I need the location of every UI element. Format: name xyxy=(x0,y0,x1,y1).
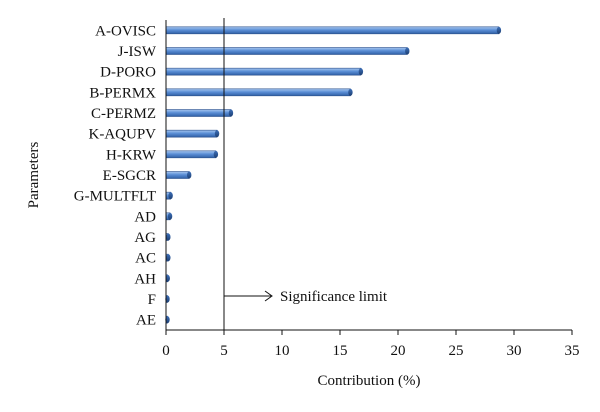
bar-cap-ad xyxy=(167,212,173,220)
x-axis-title: Contribution (%) xyxy=(318,373,421,389)
bar-cap-g-multflt xyxy=(168,192,173,200)
category-label: D-PORO xyxy=(100,65,156,81)
x-tick-label: 20 xyxy=(391,343,406,359)
x-tick-label: 25 xyxy=(449,343,464,359)
bar-cap-a-ovisc xyxy=(496,26,502,34)
bar-c-permz xyxy=(165,109,232,117)
x-tick-label: 10 xyxy=(275,343,290,359)
category-label: A-OVISC xyxy=(95,23,156,39)
bar-cap-ac xyxy=(166,254,171,262)
x-tick-label: 5 xyxy=(220,343,228,359)
bar-cap-e-sgcr xyxy=(187,171,192,179)
x-tick-label: 30 xyxy=(507,343,522,359)
category-label: AH xyxy=(134,271,156,287)
bar-e-sgcr xyxy=(165,171,190,179)
bar-h-krw xyxy=(165,150,217,159)
x-tick-label: 15 xyxy=(333,343,348,359)
y-axis-title: Parameters xyxy=(26,142,42,209)
category-label: B-PERMX xyxy=(89,85,156,101)
bar-cap-ag xyxy=(166,233,171,241)
bar-cap-k-aqupv xyxy=(214,130,220,138)
significance-arrow-head xyxy=(264,290,273,302)
category-label: E-SGCR xyxy=(103,168,156,184)
bar-d-poro xyxy=(165,67,362,76)
category-label: H-KRW xyxy=(106,147,157,163)
significance-limit-label: Significance limit xyxy=(280,289,388,305)
bar-cap-d-poro xyxy=(358,68,364,76)
category-label: AE xyxy=(136,313,156,329)
bar-j-isw xyxy=(165,47,408,55)
bar-a-ovisc xyxy=(165,26,500,35)
category-label: C-PERMZ xyxy=(91,106,156,122)
category-label: F xyxy=(148,292,156,308)
category-label: K-AQUPV xyxy=(89,127,157,143)
category-labels: A-OVISC J-ISW D-PORO B-PERMX C-PERMZ K-AQUPV H… xyxy=(74,23,157,328)
category-label: G-MULTFLT xyxy=(74,189,156,205)
category-label: AG xyxy=(134,230,156,246)
bar-b-permx xyxy=(165,88,351,97)
x-tick-label: 35 xyxy=(565,343,580,359)
bar-cap-j-isw xyxy=(405,47,410,55)
category-label: AD xyxy=(134,209,156,225)
category-label: J-ISW xyxy=(118,44,157,60)
bar-k-aqupv xyxy=(165,129,218,138)
bar-cap-b-permx xyxy=(348,88,353,96)
bar-cap-h-krw xyxy=(213,150,219,158)
bar-cap-c-permz xyxy=(228,109,234,117)
x-axis-ticks: 0 5 10 15 20 25 30 35 xyxy=(162,330,580,359)
bars-group xyxy=(165,26,502,324)
bar-cap-ah xyxy=(165,274,170,282)
x-tick-label: 0 xyxy=(162,343,170,359)
category-label: AC xyxy=(135,251,156,267)
